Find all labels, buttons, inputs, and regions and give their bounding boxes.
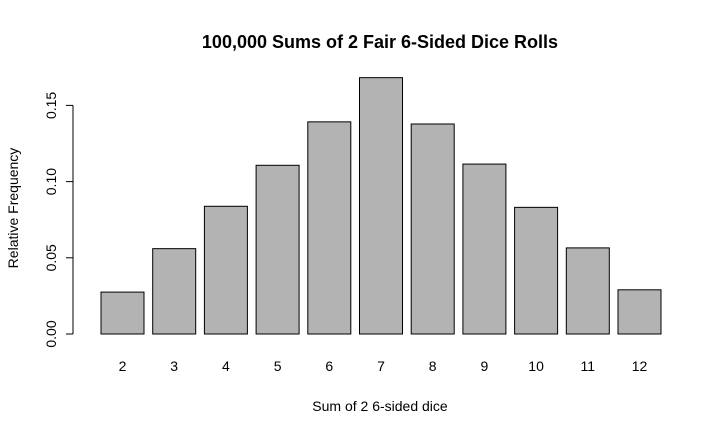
x-tick-label: 8 — [429, 358, 437, 374]
y-tick-label: 0.00 — [43, 320, 59, 347]
y-tick-label: 0.05 — [43, 244, 59, 271]
x-axis-label: Sum of 2 6-sided dice — [312, 398, 448, 414]
y-axis: 0.00 0.05 0.10 0.15 — [43, 92, 74, 348]
bar-9 — [462, 163, 507, 335]
y-axis-label: Relative Frequency — [5, 148, 21, 269]
bar-2 — [100, 291, 145, 335]
bar-12 — [617, 289, 662, 335]
bar-8 — [410, 123, 455, 335]
bars — [100, 77, 662, 335]
x-tick-label: 3 — [170, 358, 178, 374]
x-tick-label: 10 — [528, 358, 544, 374]
x-tick-label: 11 — [581, 358, 596, 374]
y-tick-label: 0.10 — [43, 168, 59, 195]
y-tick-label: 0.15 — [43, 92, 59, 119]
x-tick-label: 6 — [325, 358, 333, 374]
x-tick-label: 5 — [274, 358, 282, 374]
bar-5 — [255, 164, 300, 335]
x-tick-label: 2 — [119, 358, 127, 374]
x-tick-label: 7 — [377, 358, 385, 374]
bar-11 — [565, 247, 610, 335]
chart-title: 100,000 Sums of 2 Fair 6-Sided Dice Roll… — [202, 32, 558, 52]
bar-3 — [152, 248, 197, 335]
x-tick-label: 9 — [481, 358, 489, 374]
x-tick-label: 12 — [632, 358, 648, 374]
bar-6 — [307, 121, 352, 335]
x-tick-label: 4 — [222, 358, 230, 374]
bar-10 — [514, 206, 559, 335]
bar-7 — [359, 77, 403, 335]
x-tick-labels: 2 3 4 5 6 7 8 9 10 11 12 — [119, 358, 648, 374]
bar-4 — [203, 205, 248, 335]
